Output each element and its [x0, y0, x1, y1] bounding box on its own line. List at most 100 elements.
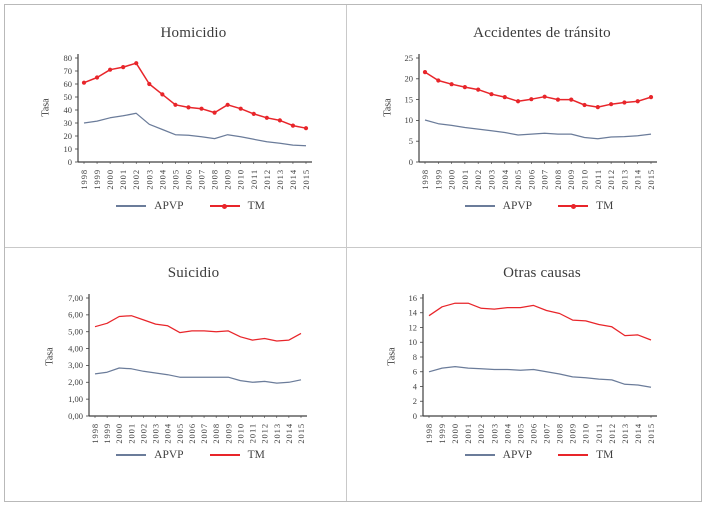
svg-text:2010: 2010	[236, 169, 246, 190]
otras-causas-panel: 0 2 4 6 8 10 12 14 16 1998 1999 2000 2001 2002 2003 200…	[347, 248, 701, 501]
svg-text:2000: 2000	[105, 169, 115, 190]
svg-text:2007: 2007	[199, 423, 209, 444]
svg-text:2007: 2007	[197, 169, 207, 190]
svg-text:30: 30	[64, 118, 73, 128]
svg-text:2001: 2001	[463, 423, 473, 444]
legend-marker-dot-icon	[570, 203, 576, 209]
svg-text:2008: 2008	[553, 169, 563, 190]
svg-text:2001: 2001	[126, 423, 136, 444]
chart-legend: APVP TM	[347, 449, 701, 461]
legend-item-tm: TM	[558, 449, 613, 461]
legend-tm-line-icon	[209, 454, 240, 456]
svg-text:2005: 2005	[175, 423, 185, 444]
svg-text:3,00: 3,00	[68, 360, 83, 370]
legend-tm-label: TM	[247, 200, 265, 212]
svg-text:0: 0	[68, 157, 72, 167]
chart-title: Homicidio	[160, 25, 227, 41]
y-axis-label: Tasa	[382, 98, 394, 117]
svg-text:1998: 1998	[420, 169, 430, 190]
accidentes-panel: 0 5 10 15 20 25 1998 1999 2000 2001 2002 2003 2004 20…	[347, 5, 701, 248]
legend-tm-line-icon	[558, 454, 589, 456]
svg-text:1999: 1999	[433, 169, 443, 190]
legend-apvp-label: APVP	[154, 200, 184, 212]
svg-text:80: 80	[64, 53, 73, 63]
svg-text:2012: 2012	[260, 423, 270, 444]
svg-text:14: 14	[409, 308, 418, 318]
svg-text:2009: 2009	[566, 169, 576, 190]
svg-text:2009: 2009	[223, 169, 233, 190]
svg-text:4: 4	[413, 381, 418, 391]
svg-text:2011: 2011	[248, 423, 258, 443]
svg-text:50: 50	[64, 92, 73, 102]
legend-apvp-line-icon	[116, 205, 147, 207]
chart-legend: APVP TM	[347, 200, 701, 212]
svg-text:2003: 2003	[144, 169, 154, 190]
svg-text:2000: 2000	[114, 423, 124, 444]
y-axis-label: Tasa	[40, 98, 52, 117]
svg-text:2002: 2002	[138, 423, 148, 444]
svg-text:2002: 2002	[473, 169, 483, 190]
svg-text:0: 0	[413, 411, 417, 421]
svg-text:15: 15	[405, 94, 414, 104]
svg-text:2009: 2009	[223, 423, 233, 444]
legend-item-tm: TM	[209, 200, 265, 212]
svg-text:6: 6	[413, 367, 417, 377]
legend-apvp-label: APVP	[502, 200, 533, 212]
svg-text:1999: 1999	[437, 423, 447, 444]
legend-item-tm: TM	[558, 200, 613, 212]
svg-text:2005: 2005	[513, 169, 523, 190]
svg-text:1999: 1999	[92, 169, 102, 190]
svg-text:20: 20	[64, 131, 73, 141]
svg-text:20: 20	[405, 74, 414, 84]
svg-text:2012: 2012	[606, 169, 616, 190]
legend-item-apvp: APVP	[116, 200, 184, 212]
chart-title: Otras causas	[503, 265, 581, 281]
homicidio-panel: 0 10 20 30 40 50 60 70 80 1998 1999 2000 2001 2002 200…	[5, 5, 347, 248]
svg-text:2011: 2011	[593, 169, 603, 189]
svg-text:1998: 1998	[424, 423, 434, 444]
svg-text:2001: 2001	[118, 169, 128, 190]
chart-title: Suicidio	[167, 265, 220, 281]
svg-text:2012: 2012	[262, 169, 272, 190]
svg-text:7,00: 7,00	[68, 293, 83, 303]
legend-item-tm: TM	[209, 449, 265, 461]
svg-text:2003: 2003	[151, 423, 161, 444]
svg-text:70: 70	[64, 66, 73, 76]
svg-text:2008: 2008	[210, 169, 220, 190]
svg-text:5,00: 5,00	[68, 327, 83, 337]
chart-legend: APVP TM	[5, 200, 346, 212]
svg-text:2010: 2010	[235, 423, 245, 444]
svg-text:1999: 1999	[102, 423, 112, 444]
chart-legend: APVP TM	[5, 449, 346, 461]
svg-text:2001: 2001	[460, 169, 470, 190]
svg-text:40: 40	[64, 105, 73, 115]
legend-tm-label: TM	[596, 200, 614, 212]
svg-text:2013: 2013	[275, 169, 285, 190]
svg-text:2013: 2013	[619, 169, 629, 190]
legend-apvp-label: APVP	[154, 449, 184, 461]
legend-tm-label: TM	[247, 449, 265, 461]
svg-text:2013: 2013	[272, 423, 282, 444]
svg-text:1,00: 1,00	[68, 394, 83, 404]
svg-text:2006: 2006	[528, 423, 538, 444]
svg-text:2000: 2000	[450, 423, 460, 444]
svg-text:60: 60	[64, 79, 73, 89]
legend-item-apvp: APVP	[116, 449, 184, 461]
svg-text:2004: 2004	[502, 423, 512, 444]
svg-text:2015: 2015	[646, 423, 656, 444]
chart-title: Accidentes de tránsito	[473, 25, 611, 41]
suicidio-panel: 0,00 1,00 2,00 3,00 4,00 5,00 6,00 7,00 1998 1999…	[5, 248, 347, 501]
svg-text:2003: 2003	[486, 169, 496, 190]
svg-text:2014: 2014	[288, 169, 298, 190]
legend-apvp-line-icon	[464, 454, 495, 456]
svg-text:2005: 2005	[170, 169, 180, 190]
svg-text:6,00: 6,00	[68, 310, 83, 320]
svg-text:2002: 2002	[131, 169, 141, 190]
svg-text:25: 25	[405, 53, 414, 63]
svg-text:2009: 2009	[568, 423, 578, 444]
legend-apvp-line-icon	[464, 205, 495, 207]
svg-text:2005: 2005	[515, 423, 525, 444]
svg-text:2003: 2003	[489, 423, 499, 444]
